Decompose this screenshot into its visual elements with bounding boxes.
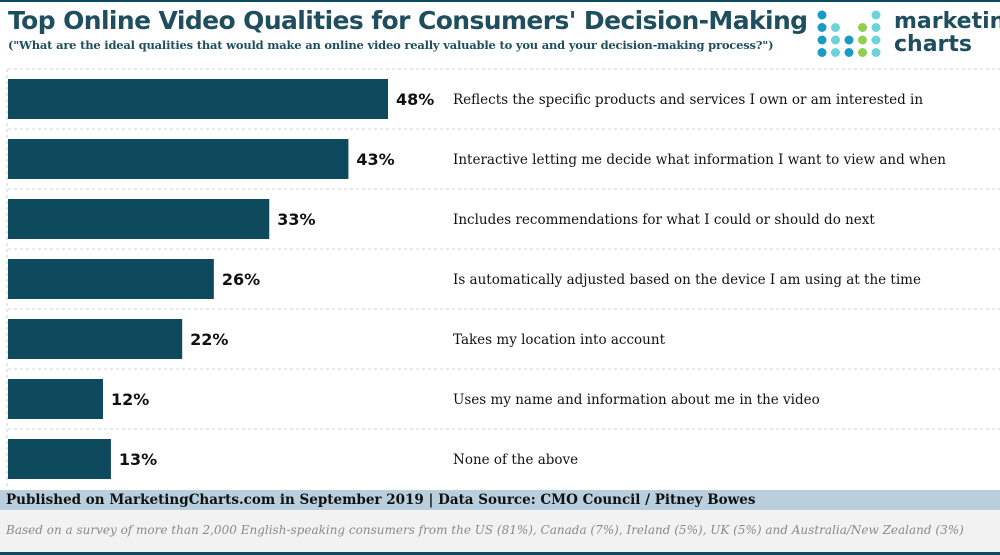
bar <box>8 319 183 359</box>
footer-source: Published on MarketingCharts.com in Sept… <box>6 492 756 508</box>
data-label: 12% <box>111 390 149 409</box>
logo-dot <box>831 48 840 57</box>
category-label: None of the above <box>453 452 578 468</box>
logo-dot <box>871 10 881 20</box>
data-label: 33% <box>277 210 315 229</box>
logo-dot <box>858 48 867 57</box>
bar <box>8 79 388 119</box>
data-label: 48% <box>396 90 434 109</box>
bar-chart: 48% Reflects the specific products and se… <box>6 68 1000 488</box>
category-label: Interactive letting me decide what infor… <box>453 152 946 168</box>
logo-dot <box>817 35 827 45</box>
bar <box>8 139 349 179</box>
logo-dot <box>871 35 881 45</box>
logo-dot <box>844 48 854 57</box>
logo-dot <box>817 23 827 32</box>
logo-dot <box>844 35 854 45</box>
category-label: Includes recommendations for what I coul… <box>453 212 875 228</box>
logo-dot <box>871 48 881 57</box>
category-label: Uses my name and information about me in… <box>453 392 820 408</box>
category-label: Takes my location into account <box>453 332 666 348</box>
bar <box>8 199 270 239</box>
bar <box>8 259 214 299</box>
bar <box>8 379 103 419</box>
top-border <box>0 0 1000 2</box>
category-label: Reflects the specific products and servi… <box>453 92 923 108</box>
logo-dot <box>858 35 867 45</box>
logo-dot <box>871 23 881 32</box>
footer-note-bar: Based on a survey of more than 2,000 Eng… <box>0 510 1000 552</box>
category-label: Is automatically adjusted based on the d… <box>453 272 921 288</box>
footer-note: Based on a survey of more than 2,000 Eng… <box>6 523 964 537</box>
logo-dot <box>858 23 867 32</box>
logo-line2: charts <box>894 32 973 57</box>
data-label: 26% <box>222 270 260 289</box>
bar <box>8 439 111 479</box>
chart-title: Top Online Video Qualities for Consumers… <box>8 6 808 35</box>
logo-line1: marketing <box>894 9 1000 34</box>
marketingcharts-logo: marketingcharts <box>816 10 1000 60</box>
data-label: 22% <box>190 330 228 349</box>
logo-dots-icon <box>817 10 881 57</box>
data-label: 43% <box>356 150 394 169</box>
logo-dot <box>817 10 827 20</box>
logo-dot <box>831 23 840 32</box>
bottom-border <box>0 552 1000 555</box>
logo-dot <box>831 35 840 45</box>
chart-subtitle: ("What are the ideal qualities that woul… <box>8 38 774 52</box>
logo-dot <box>817 48 827 57</box>
data-label: 13% <box>119 450 157 469</box>
footer-source-bar: Published on MarketingCharts.com in Sept… <box>0 490 1000 510</box>
